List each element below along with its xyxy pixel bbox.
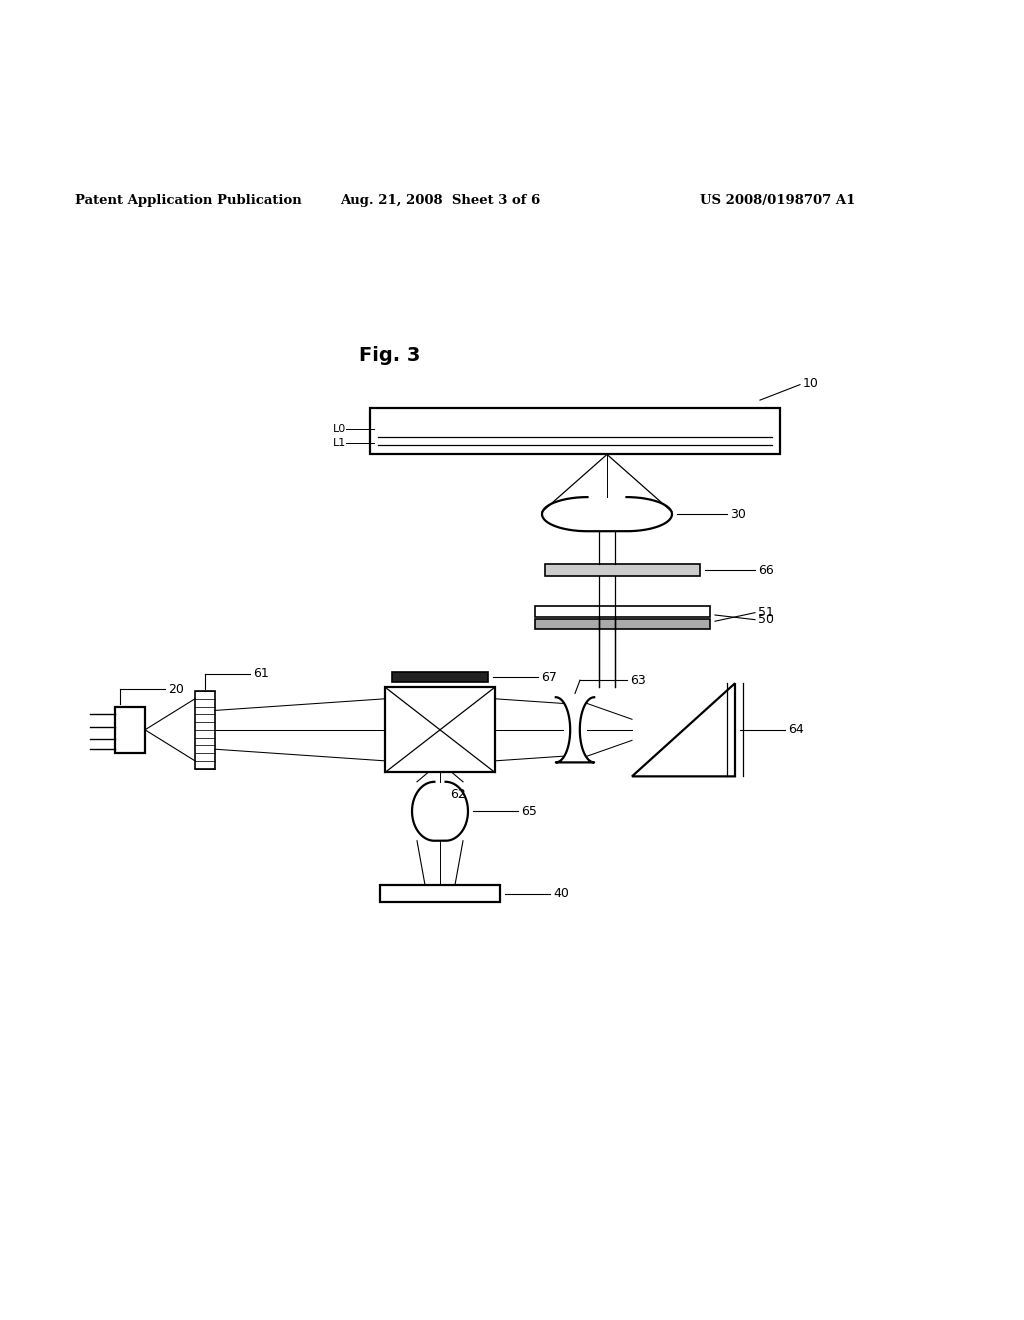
Text: 67: 67 xyxy=(541,671,557,684)
Text: Aug. 21, 2008  Sheet 3 of 6: Aug. 21, 2008 Sheet 3 of 6 xyxy=(340,194,540,207)
Text: 30: 30 xyxy=(730,508,745,520)
Text: Patent Application Publication: Patent Application Publication xyxy=(75,194,302,207)
Bar xyxy=(115,706,145,754)
Text: 64: 64 xyxy=(788,723,804,737)
Text: 65: 65 xyxy=(521,805,537,818)
Bar xyxy=(535,619,710,628)
Text: 20: 20 xyxy=(168,682,184,696)
Text: 51: 51 xyxy=(758,606,774,619)
Text: 61: 61 xyxy=(253,668,268,681)
Bar xyxy=(535,606,710,618)
Text: 40: 40 xyxy=(553,887,569,900)
Text: L1: L1 xyxy=(333,438,346,447)
Bar xyxy=(370,408,780,454)
Text: 10: 10 xyxy=(803,376,819,389)
Text: 62: 62 xyxy=(450,788,466,801)
Bar xyxy=(392,672,488,682)
Text: 50: 50 xyxy=(758,614,774,626)
Text: 66: 66 xyxy=(758,564,774,577)
Bar xyxy=(195,692,215,768)
Text: L0: L0 xyxy=(333,424,346,434)
Bar xyxy=(385,688,495,772)
Bar xyxy=(380,884,500,902)
Text: US 2008/0198707 A1: US 2008/0198707 A1 xyxy=(700,194,855,207)
Bar xyxy=(545,564,700,577)
Text: Fig. 3: Fig. 3 xyxy=(359,346,421,364)
Text: 63: 63 xyxy=(630,673,646,686)
